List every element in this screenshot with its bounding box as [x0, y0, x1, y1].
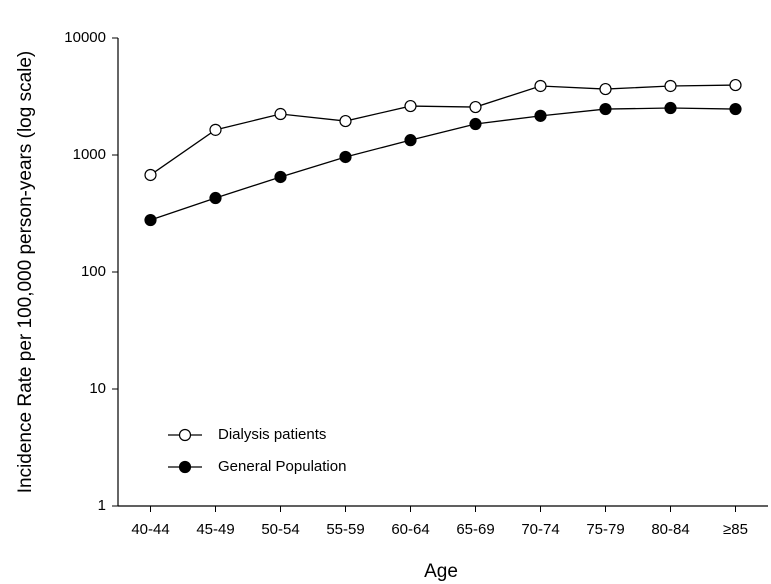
data-point: [729, 78, 742, 92]
data-point: [274, 107, 287, 121]
y-tick-label: 1: [98, 497, 106, 514]
x-tick-label: 55-59: [326, 521, 364, 538]
x-tick-label: 80-84: [651, 521, 689, 538]
data-point: [144, 213, 157, 227]
x-tick-label: 75-79: [586, 521, 624, 538]
data-point: [469, 100, 482, 114]
data-point: [534, 109, 547, 122]
x-tick-label: 50-54: [261, 521, 299, 538]
series-line: [150, 84, 736, 176]
x-axis-title: Age: [424, 561, 458, 582]
data-point: [664, 79, 677, 93]
data-point: [599, 102, 612, 116]
x-tick-label: 60-64: [391, 521, 429, 538]
data-point: [469, 117, 482, 131]
data-point: [534, 79, 547, 93]
data-point: [404, 99, 417, 113]
data-point: [339, 114, 352, 128]
data-point: [599, 82, 612, 96]
series-line: [150, 107, 736, 221]
y-tick-label: 10: [89, 380, 106, 397]
y-tick-label: 1000: [73, 146, 106, 163]
data-point: [144, 168, 157, 182]
x-tick-label: 70-74: [521, 521, 559, 538]
x-tick-label: ≥85: [723, 521, 748, 538]
x-tick-label: 65-69: [456, 521, 494, 538]
legend-marker: [178, 428, 192, 442]
data-point: [209, 191, 222, 205]
y-tick-label: 100: [81, 263, 106, 280]
legend-marker: [178, 460, 192, 474]
y-tick-label: 10000: [64, 29, 106, 46]
data-point: [209, 123, 222, 136]
data-point: [404, 134, 417, 147]
data-point: [664, 101, 677, 115]
x-tick-label: 40-44: [131, 521, 169, 538]
y-axis-title: Incidence Rate per 100,000 person-years …: [15, 51, 36, 494]
legend-label: Dialysis patients: [218, 426, 326, 443]
data-point: [274, 170, 287, 184]
data-point: [339, 150, 352, 164]
legend-label: General Population: [218, 458, 346, 475]
x-tick-label: 45-49: [196, 521, 234, 538]
data-point: [729, 102, 742, 116]
